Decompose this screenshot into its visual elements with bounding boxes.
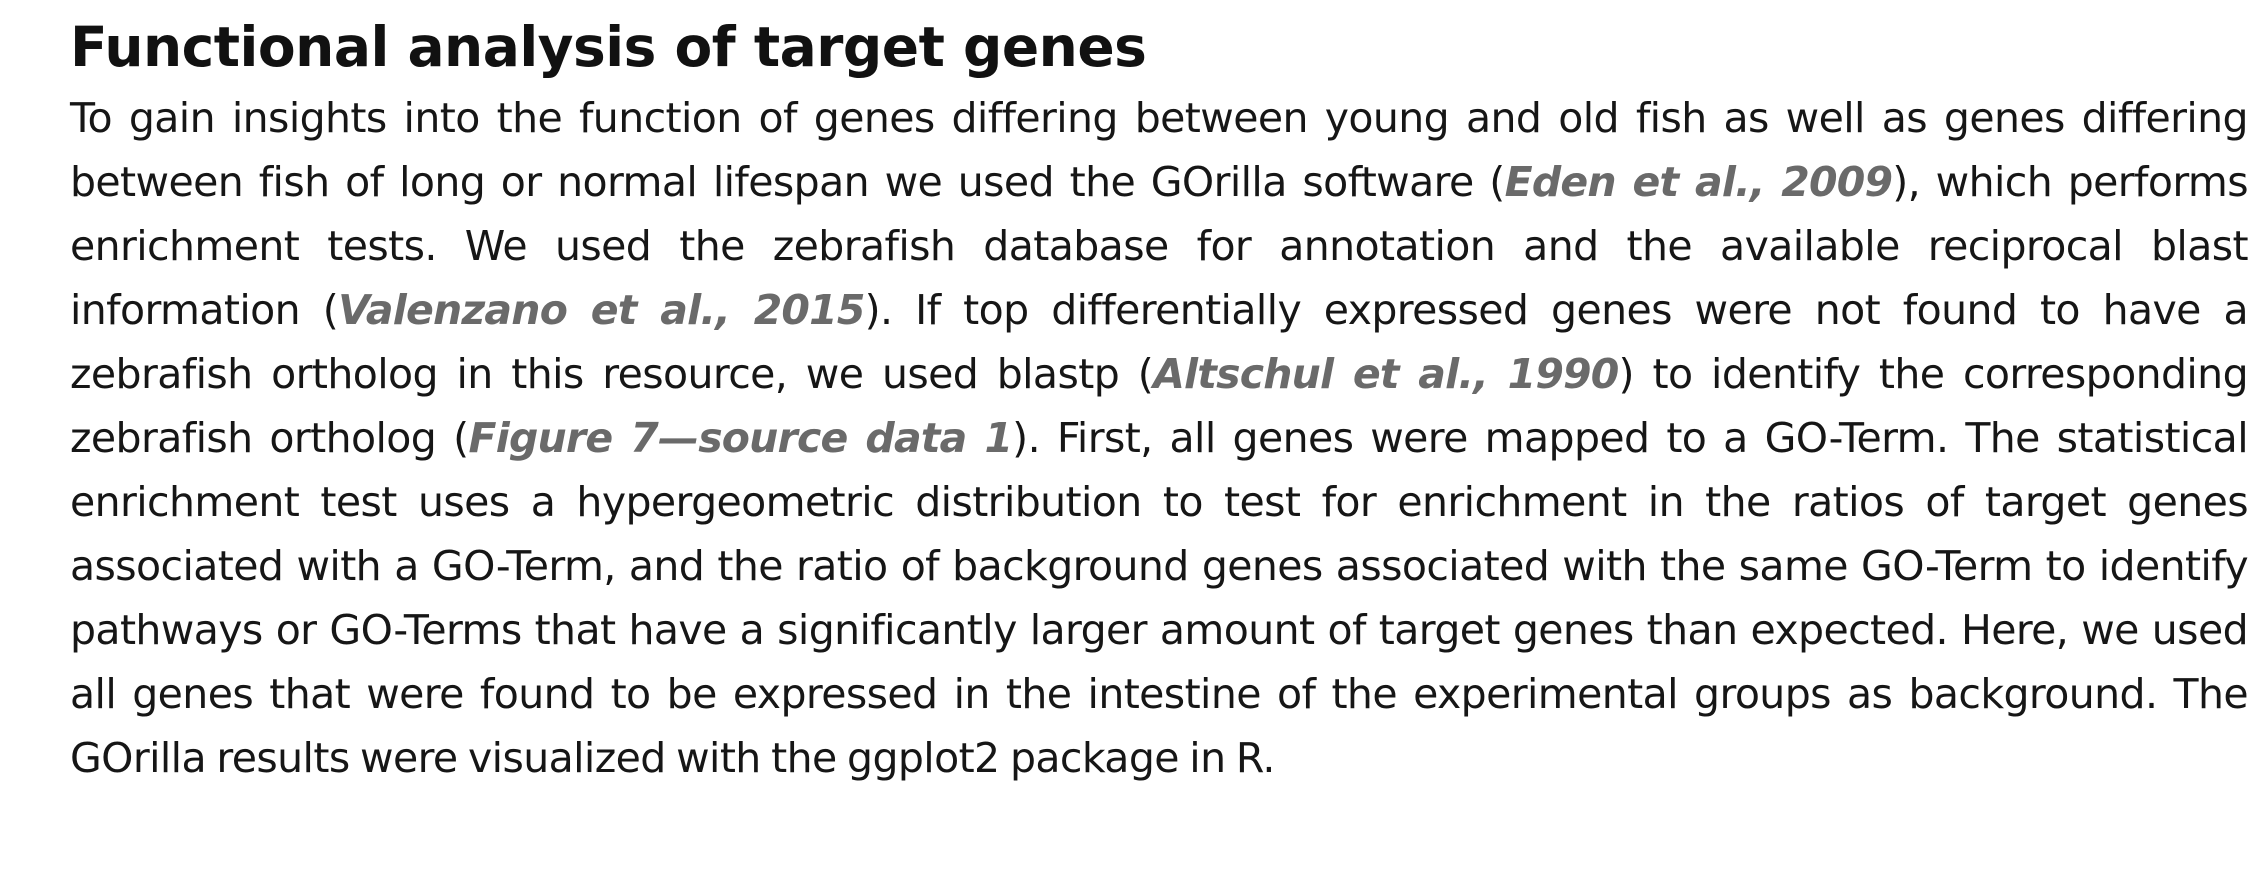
citation-link-valenzano-2015[interactable]: Valenzano et al., 2015	[338, 286, 865, 334]
methods-section: Functional analysis of target genes To g…	[70, 8, 2249, 790]
paragraph-text-1: To gain insights into the function of ge…	[70, 94, 2249, 206]
section-heading: Functional analysis of target genes	[70, 15, 1147, 79]
body-paragraph: To gain insights into the function of ge…	[70, 86, 2249, 790]
figure-source-data-link[interactable]: Figure 7—source data 1	[468, 414, 1013, 462]
paragraph-text-2: ), which performs enrichment tests. We u…	[70, 158, 2249, 334]
citation-link-altschul-1990[interactable]: Altschul et al., 1990	[1153, 350, 1619, 398]
citation-link-eden-2009[interactable]: Eden et al., 2009	[1504, 158, 1893, 206]
paragraph-text-5: ). First, all genes were mapped to a GO-…	[70, 414, 2249, 782]
paragraph-text-4: ) to identify the corresponding zebrafis…	[70, 350, 2249, 462]
paragraph-text-3: ). If top differentially expressed genes…	[70, 286, 2249, 398]
